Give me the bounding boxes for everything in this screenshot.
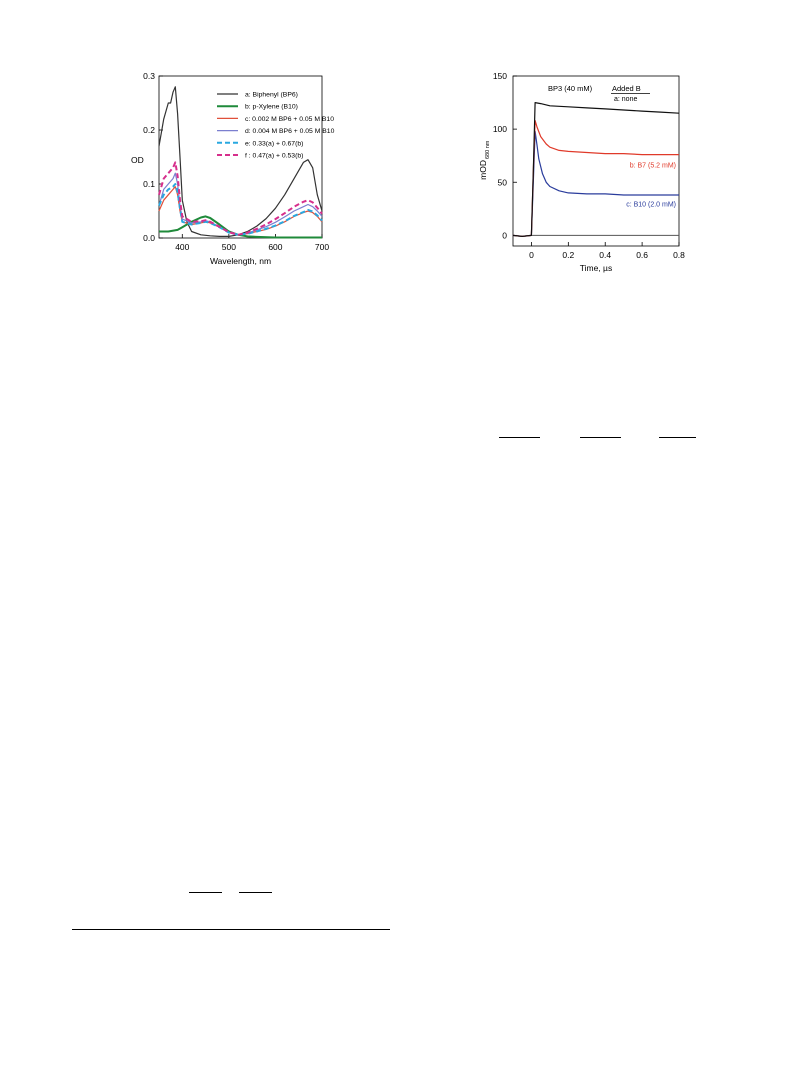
x-tick-label: 0.2 [562, 250, 574, 260]
x-tick-label: 500 [222, 242, 236, 252]
y-axis-label: OD [131, 155, 144, 165]
footnote-separator [72, 929, 390, 930]
legend-entry: d: 0.004 M BP6 + 0.05 M B10 [245, 128, 335, 135]
y-axis-label: mOD [478, 160, 488, 180]
x-axis-label: Wavelength, nm [210, 256, 271, 266]
y-tick-label: 0.2 [143, 125, 155, 135]
x-tick-label: 0 [529, 250, 534, 260]
trace-c [512, 130, 679, 237]
fraction-bar [239, 892, 272, 893]
x-tick-label: 0.4 [599, 250, 611, 260]
legend-title: Added B [612, 84, 641, 93]
fraction-bar [659, 437, 696, 438]
y-tick-label: 0.0 [143, 233, 155, 243]
y-tick-label: 0 [502, 230, 507, 240]
y-tick-label: 0.1 [143, 179, 155, 189]
legend-entry: a: Biphenyl (BP6) [245, 92, 298, 99]
y-tick-label: 100 [493, 124, 507, 134]
fraction-bar [499, 437, 540, 438]
plot-frame [158, 75, 323, 239]
trace-label-c: c: B10 (2.0 mM) [626, 202, 676, 209]
legend-entry: f : 0.47(a) + 0.53(b) [245, 153, 303, 160]
legend-entry: c: 0.002 M BP6 + 0.05 M B10 [245, 116, 334, 123]
series-line-e [158, 183, 323, 236]
fraction-bar [189, 892, 222, 893]
y-tick-label: 0.3 [143, 71, 155, 81]
legend-entry: e: 0.33(a) + 0.67(b) [245, 140, 303, 147]
x-axis-label: Time, µs [580, 263, 612, 273]
trace-label-b: b: B7 (5.2 mM) [630, 162, 676, 169]
series-line-b [159, 215, 322, 239]
y-axis-label-subscript: 680 nm [485, 140, 491, 159]
plot-frame [512, 75, 680, 247]
series-line-f [158, 161, 323, 236]
x-tick-label: 0.6 [636, 250, 648, 260]
legend-entry: b: p-Xylene (B10) [245, 104, 298, 111]
x-tick-label: 0.8 [673, 250, 685, 260]
absorption-spectra-chart: 400 500 600 700 0.0 0.1 0.2 0.3 Wavelength, nm OD… [131, 71, 335, 266]
chart-title: BP3 (40 mM) [548, 84, 593, 93]
trace-b [512, 119, 679, 237]
x-tick-label: 400 [175, 242, 189, 252]
trace-label-a: a: none [614, 96, 637, 103]
trace-a [512, 101, 680, 237]
x-tick-label: 600 [268, 242, 282, 252]
y-tick-label: 50 [498, 177, 508, 187]
series-line-a [158, 86, 323, 237]
y-tick-label: 150 [493, 71, 507, 81]
x-tick-label: 700 [315, 242, 329, 252]
fraction-bar [580, 437, 621, 438]
